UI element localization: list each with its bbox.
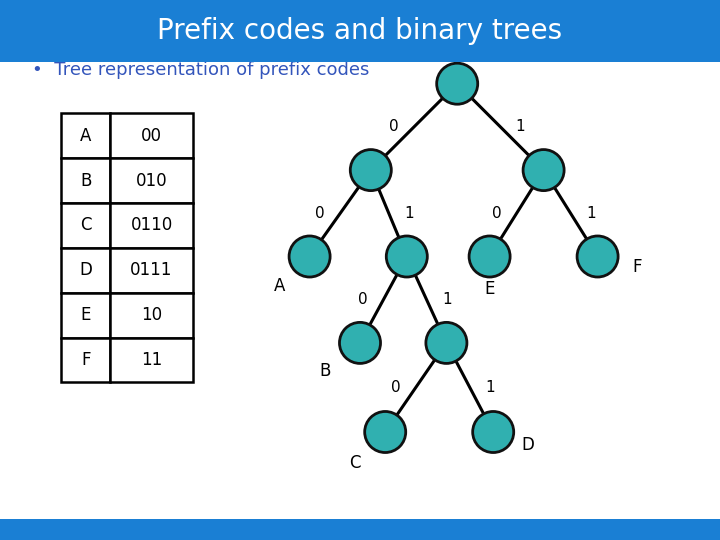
Text: 1: 1: [516, 119, 526, 134]
Text: D: D: [521, 436, 534, 455]
Text: 1: 1: [442, 292, 451, 307]
Text: 010: 010: [136, 172, 167, 190]
Text: C: C: [80, 217, 91, 234]
Ellipse shape: [289, 236, 330, 277]
Bar: [110, 248, 193, 293]
Text: 0: 0: [359, 292, 368, 307]
Ellipse shape: [365, 411, 406, 453]
Text: 0: 0: [492, 206, 501, 221]
Ellipse shape: [426, 322, 467, 363]
Text: F: F: [632, 258, 642, 276]
Ellipse shape: [351, 150, 392, 191]
Bar: [110, 293, 193, 338]
Bar: [61, 158, 110, 203]
Bar: [61, 338, 110, 382]
Text: 0: 0: [391, 380, 400, 395]
Text: 0111: 0111: [130, 261, 173, 279]
Ellipse shape: [469, 236, 510, 277]
Bar: [61, 248, 110, 293]
Text: 10: 10: [141, 306, 162, 324]
Text: A: A: [80, 127, 91, 145]
Text: Prefix codes and binary trees: Prefix codes and binary trees: [158, 17, 562, 45]
Text: 1: 1: [586, 206, 595, 221]
Bar: [61, 203, 110, 248]
Ellipse shape: [577, 236, 618, 277]
Text: B: B: [80, 172, 91, 190]
Text: F: F: [81, 351, 91, 369]
Ellipse shape: [386, 236, 427, 277]
Text: A: A: [274, 277, 285, 295]
Bar: [110, 158, 193, 203]
Text: 0110: 0110: [130, 217, 173, 234]
Text: 0: 0: [315, 206, 325, 221]
Bar: [61, 293, 110, 338]
Text: B: B: [320, 362, 331, 380]
Ellipse shape: [473, 411, 514, 453]
Bar: [110, 113, 193, 158]
Text: 00: 00: [141, 127, 162, 145]
Text: 11: 11: [141, 351, 162, 369]
Text: 1: 1: [404, 206, 414, 221]
Ellipse shape: [340, 322, 380, 363]
Text: D: D: [79, 261, 92, 279]
Text: E: E: [81, 306, 91, 324]
Bar: [61, 113, 110, 158]
Text: E: E: [485, 280, 495, 298]
Bar: [110, 338, 193, 382]
Bar: [110, 203, 193, 248]
Text: C: C: [349, 454, 361, 472]
Ellipse shape: [436, 63, 478, 104]
Text: 0: 0: [389, 119, 399, 134]
Ellipse shape: [523, 150, 564, 191]
Text: 1: 1: [485, 380, 495, 395]
Text: •  Tree representation of prefix codes: • Tree representation of prefix codes: [32, 61, 370, 79]
